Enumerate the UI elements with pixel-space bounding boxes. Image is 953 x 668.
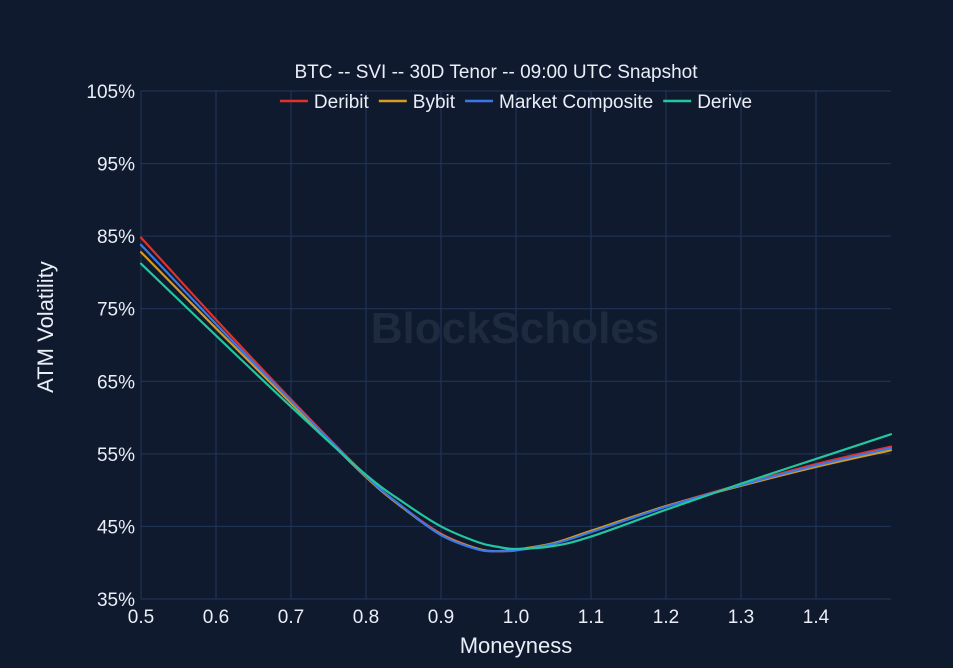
y-tick-label: 45% xyxy=(97,517,135,538)
x-axis-tick-labels: 0.5 0.6 0.7 0.8 0.9 1.0 1.1 1.2 1.3 1.4 xyxy=(128,607,830,628)
x-tick-label: 1.0 xyxy=(503,607,529,628)
series-lines xyxy=(139,236,893,553)
legend-item-market-composite[interactable]: Market Composite xyxy=(465,92,653,113)
legend-label: Market Composite xyxy=(499,92,653,113)
y-axis-tick-labels: 35% 45% 55% 65% 75% 85% 95% 105% xyxy=(86,82,135,611)
y-tick-label: 55% xyxy=(97,445,135,466)
y-tick-label: 95% xyxy=(97,155,135,176)
y-tick-label: 105% xyxy=(86,82,135,103)
y-tick-label: 85% xyxy=(97,227,135,248)
chart-title: BTC -- SVI -- 30D Tenor -- 09:00 UTC Sna… xyxy=(294,62,698,83)
x-tick-label: 1.3 xyxy=(728,607,754,628)
gridlines xyxy=(140,90,891,600)
x-tick-label: 0.6 xyxy=(203,607,229,628)
legend-item-derive[interactable]: Derive xyxy=(663,92,752,113)
x-axis-label: Moneyness xyxy=(460,633,573,658)
x-tick-label: 0.8 xyxy=(353,607,379,628)
watermark: BlockScholes xyxy=(371,304,660,353)
x-tick-label: 0.9 xyxy=(428,607,454,628)
legend-item-bybit[interactable]: Bybit xyxy=(378,92,456,113)
legend-label: Bybit xyxy=(413,92,456,113)
x-tick-label: 1.4 xyxy=(803,607,830,628)
y-tick-label: 35% xyxy=(97,590,135,611)
y-tick-label: 75% xyxy=(97,300,135,321)
x-tick-label: 0.7 xyxy=(278,607,304,628)
legend-item-deribit[interactable]: Deribit xyxy=(279,92,370,113)
y-tick-label: 65% xyxy=(97,372,135,393)
legend-label: Derive xyxy=(697,92,752,113)
x-tick-label: 1.1 xyxy=(578,607,604,628)
x-tick-label: 1.2 xyxy=(653,607,679,628)
legend[interactable]: Deribit Bybit Market Composite Derive xyxy=(279,92,752,113)
x-tick-label: 0.5 xyxy=(128,607,154,628)
legend-label: Deribit xyxy=(314,92,370,113)
y-axis-label: ATM Volatility xyxy=(33,261,58,393)
series-line-derive xyxy=(139,262,893,551)
